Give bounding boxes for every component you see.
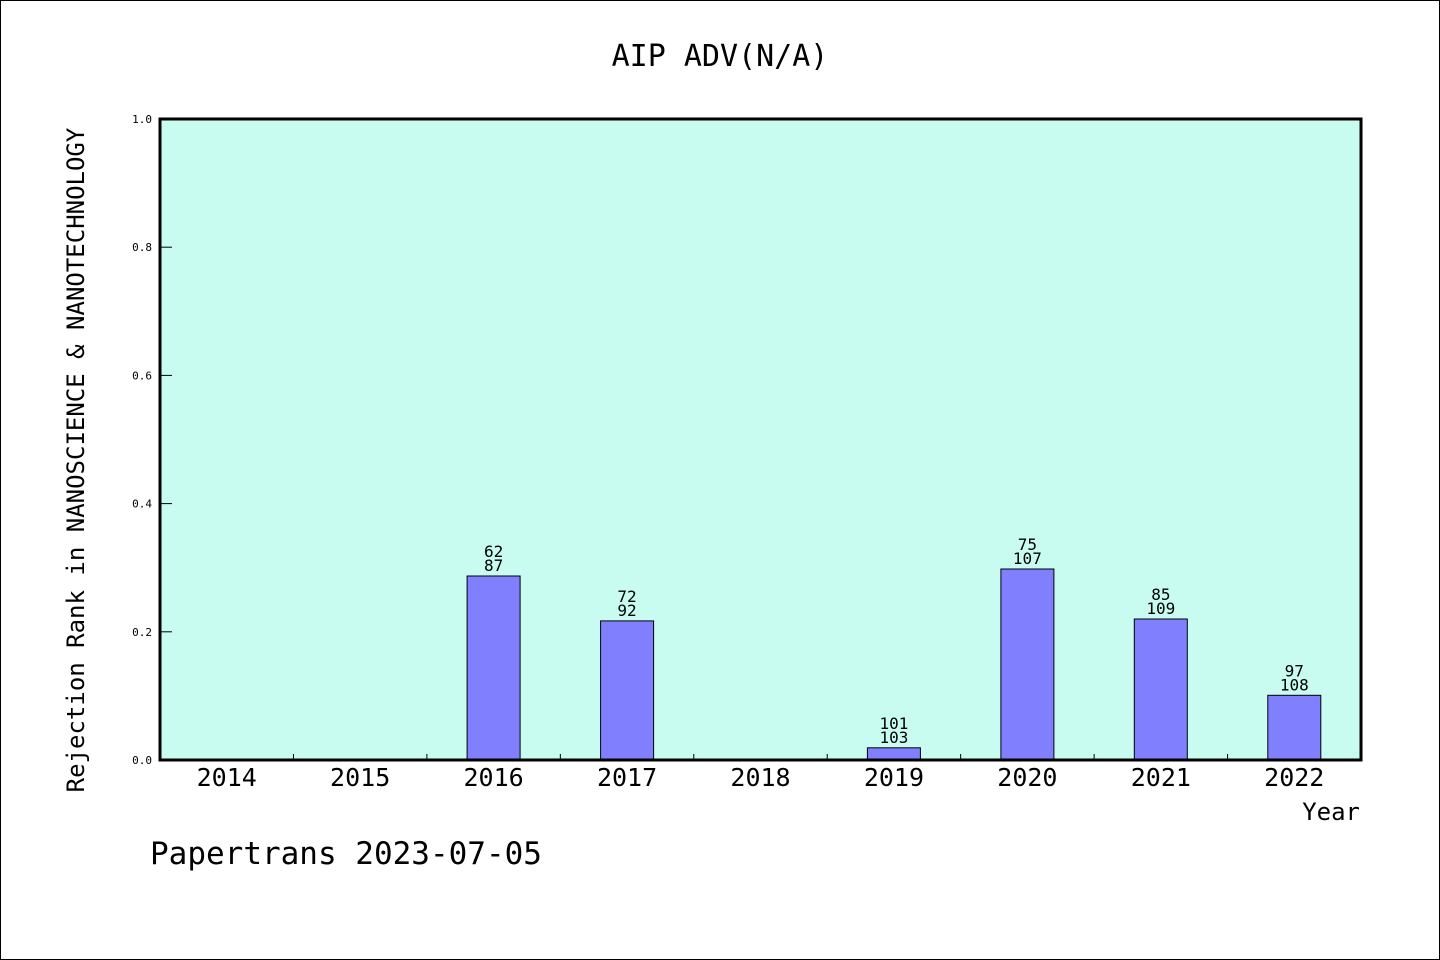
bar-2021 xyxy=(1133,618,1188,761)
footer-watermark: Papertrans 2023-07-05 xyxy=(150,836,542,872)
axes-layer: 0.0 0.2 0.4 0.6 0.8 1.0 2014 2015 2016 2017 2018 20… xyxy=(132,113,1363,792)
plot-border xyxy=(158,117,1363,762)
bar-label-bottom-2016: 87 xyxy=(484,556,503,575)
y-axis-label: Rejection Rank in NANOSCIENCE & NANOTECH… xyxy=(62,127,90,792)
y-tick-label-0.0: 0.0 xyxy=(132,754,152,767)
bar-2020 xyxy=(1000,568,1055,761)
bar-label-bottom-2020: 107 xyxy=(1013,549,1042,568)
chart-title: AIP ADV(N/A) xyxy=(612,39,829,74)
bar-label-bottom-2021: 109 xyxy=(1146,599,1175,618)
y-tick-label-0.4: 0.4 xyxy=(132,498,152,511)
x-tick-label-2018: 2018 xyxy=(730,763,790,792)
x-tick-label-2021: 2021 xyxy=(1131,763,1191,792)
x-tick-label-2016: 2016 xyxy=(464,763,524,792)
x-tick-label-2022: 2022 xyxy=(1264,763,1324,792)
bar-label-top-2022: 97 xyxy=(1285,661,1304,680)
bar-label-bottom-2019: 103 xyxy=(879,728,908,747)
bar-label-bottom-2022: 108 xyxy=(1280,675,1309,694)
bar-label-top-2021: 85 xyxy=(1151,585,1170,604)
bar-label-top-2020: 75 xyxy=(1018,535,1037,554)
x-tick-label-2020: 2020 xyxy=(997,763,1057,792)
bar-2016 xyxy=(466,575,521,761)
bar-label-top-2019: 101 xyxy=(879,714,908,733)
x-tick-label-2017: 2017 xyxy=(597,763,657,792)
x-axis-label: Year xyxy=(1302,798,1360,826)
x-tick-label-2014: 2014 xyxy=(197,763,257,792)
y-tick-label-0.2: 0.2 xyxy=(132,626,152,639)
bar-label-top-2016: 62 xyxy=(484,542,503,561)
x-tick-label-2015: 2015 xyxy=(330,763,390,792)
y-tick-label-1.0: 1.0 xyxy=(132,113,152,126)
bar-label-top-2017: 72 xyxy=(617,587,636,606)
bar-2017 xyxy=(600,620,655,761)
bar-label-bottom-2017: 92 xyxy=(617,601,636,620)
bar-2022 xyxy=(1267,694,1322,761)
x-tick-label-2019: 2019 xyxy=(864,763,924,792)
y-tick-label-0.6: 0.6 xyxy=(132,369,152,382)
bar-2019 xyxy=(866,747,921,761)
y-tick-label-0.8: 0.8 xyxy=(132,241,152,254)
